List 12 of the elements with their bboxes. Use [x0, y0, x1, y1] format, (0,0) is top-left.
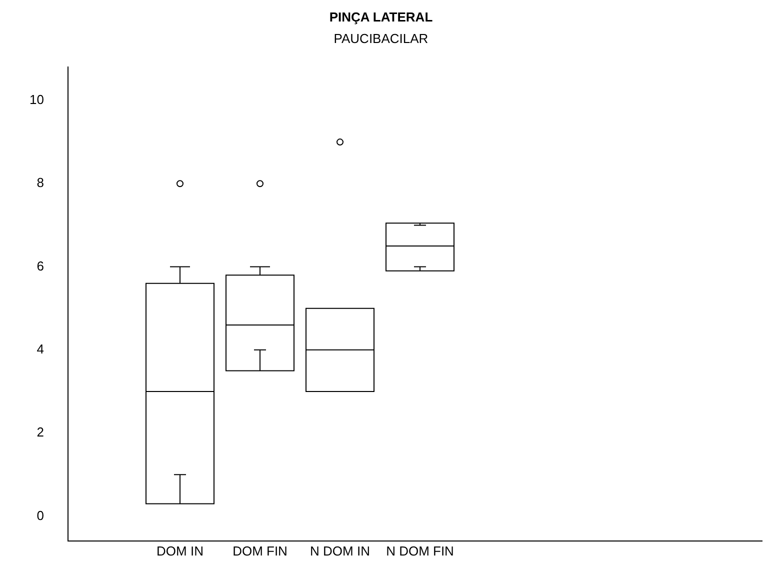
x-tick-label: N DOM IN [310, 544, 370, 559]
chart-title: PINÇA LATERAL [329, 9, 433, 24]
y-tick-label: 6 [36, 258, 44, 274]
x-tick-label: DOM IN [156, 544, 204, 559]
y-tick-label: 8 [36, 175, 44, 190]
y-tick-label: 10 [30, 92, 44, 108]
chart-subtitle: PAUCIBACILAR [334, 30, 428, 46]
y-tick-label: 0 [36, 508, 44, 523]
x-tick-label: N DOM FIN [386, 544, 454, 559]
y-tick-label: 4 [36, 342, 44, 357]
y-tick-label: 2 [36, 424, 44, 440]
x-tick-label: DOM FIN [232, 544, 288, 559]
